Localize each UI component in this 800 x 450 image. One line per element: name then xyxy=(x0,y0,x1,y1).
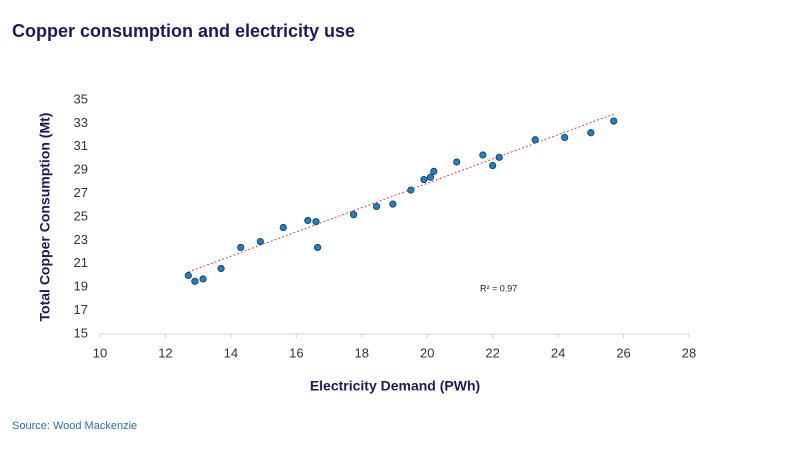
x-tick-label: 24 xyxy=(551,345,565,360)
y-tick-label: 33 xyxy=(74,115,88,130)
x-tick-label: 20 xyxy=(420,345,434,360)
y-tick-label: 17 xyxy=(74,302,88,317)
y-tick-label: 19 xyxy=(74,279,88,294)
point xyxy=(199,275,207,283)
point xyxy=(561,133,569,142)
point xyxy=(314,243,322,252)
x-axis-label: Electricity Demand (PWh) xyxy=(310,378,480,394)
point xyxy=(489,161,497,170)
point xyxy=(407,186,415,194)
point xyxy=(430,167,438,175)
point xyxy=(217,264,225,273)
point xyxy=(256,237,264,246)
point xyxy=(304,216,312,225)
point xyxy=(531,136,539,144)
point xyxy=(372,202,381,211)
x-tick-label: 10 xyxy=(93,345,107,360)
x-tick-label: 12 xyxy=(158,345,172,360)
x-tick-label: 16 xyxy=(289,345,303,360)
point xyxy=(479,151,487,159)
point xyxy=(426,173,435,181)
point xyxy=(453,158,461,166)
point xyxy=(389,200,397,208)
point xyxy=(184,271,192,280)
point xyxy=(610,117,618,125)
x-tick-label: 14 xyxy=(224,345,238,360)
y-tick-label: 27 xyxy=(74,185,88,200)
trendline xyxy=(188,113,614,273)
x-tick-label: 22 xyxy=(485,345,499,360)
y-tick-label: 15 xyxy=(74,325,88,340)
point xyxy=(191,277,199,285)
chart-title: Copper consumption and electricity use xyxy=(12,21,355,41)
point xyxy=(312,218,320,226)
y-tick-label: 35 xyxy=(74,91,88,106)
x-tick-label: 18 xyxy=(355,345,369,360)
source: Source: Wood Mackenzie xyxy=(12,420,137,432)
x-tick-label: 26 xyxy=(616,345,630,360)
y-tick-label: 21 xyxy=(74,255,88,270)
point xyxy=(349,211,358,219)
y-tick-label: 31 xyxy=(74,138,88,153)
point xyxy=(495,153,503,161)
y-axis-label: Total Copper Consumption (Mt) xyxy=(37,113,53,322)
x-tick-label: 28 xyxy=(682,345,696,360)
point xyxy=(237,243,245,252)
point xyxy=(420,175,428,184)
annotation: R² = 0.97 xyxy=(480,283,517,293)
point xyxy=(587,129,595,137)
y-tick-label: 29 xyxy=(74,162,88,177)
point xyxy=(279,223,287,232)
y-tick-label: 25 xyxy=(74,208,88,223)
y-tick-label: 23 xyxy=(74,232,88,247)
